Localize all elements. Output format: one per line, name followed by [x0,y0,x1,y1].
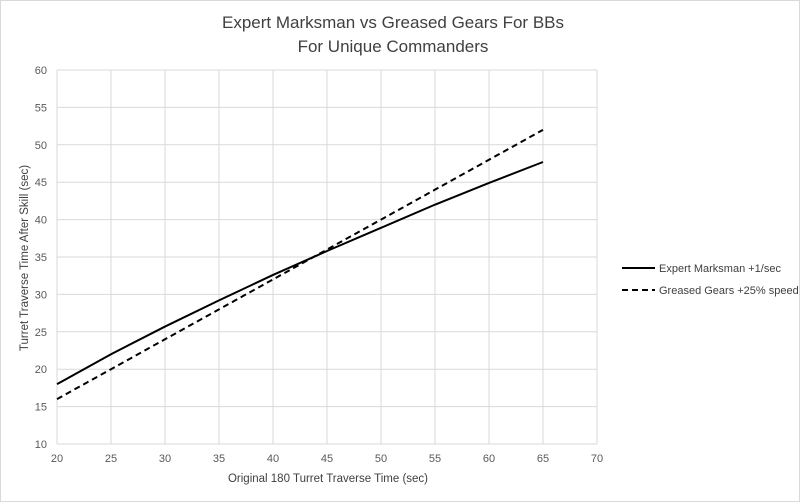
x-tick-label: 50 [375,453,387,465]
legend-label-greased-gears: Greased Gears +25% speed [659,285,799,297]
x-tick-label: 40 [267,453,279,465]
y-tick-label: 20 [35,364,47,376]
x-tick-label: 35 [213,453,225,465]
y-tick-label: 25 [35,327,47,339]
y-tick-label: 50 [35,140,47,152]
y-axis-label: Turret Traverse Time After Skill (sec) [19,165,31,351]
y-tick-label: 30 [35,289,47,301]
x-tick-label: 70 [591,453,603,465]
tick-labels: 20 25 30 35 40 45 50 55 60 65 70 10 15 20 25 30 35 40 45 50… [35,65,603,465]
x-axis-label: Original 180 Turret Traverse Time (sec) [228,473,428,485]
legend: Expert Marksman +1/sec Greased Gears +25… [622,263,799,297]
series-lines [56,128,544,400]
x-tick-label: 30 [159,453,171,465]
series-line-expert-marksman [56,161,544,386]
chart-title-line-1: Expert Marksman vs Greased Gears For BBs [222,13,564,32]
y-tick-label: 15 [35,402,47,414]
x-tick-label: 65 [537,453,549,465]
series-line-greased-gears [56,128,544,400]
y-tick-label: 10 [35,439,47,451]
grid [56,69,598,445]
chart-title-line-2: For Unique Commanders [298,37,489,56]
x-tick-label: 45 [321,453,333,465]
y-tick-label: 55 [35,102,47,114]
x-tick-label: 60 [483,453,495,465]
x-tick-label: 55 [429,453,441,465]
y-tick-label: 40 [35,215,47,227]
x-tick-label: 25 [105,453,117,465]
y-tick-label: 35 [35,252,47,264]
legend-label-expert-marksman: Expert Marksman +1/sec [659,263,781,275]
y-tick-label: 45 [35,177,47,189]
y-tick-label: 60 [35,65,47,77]
x-tick-label: 20 [51,453,63,465]
